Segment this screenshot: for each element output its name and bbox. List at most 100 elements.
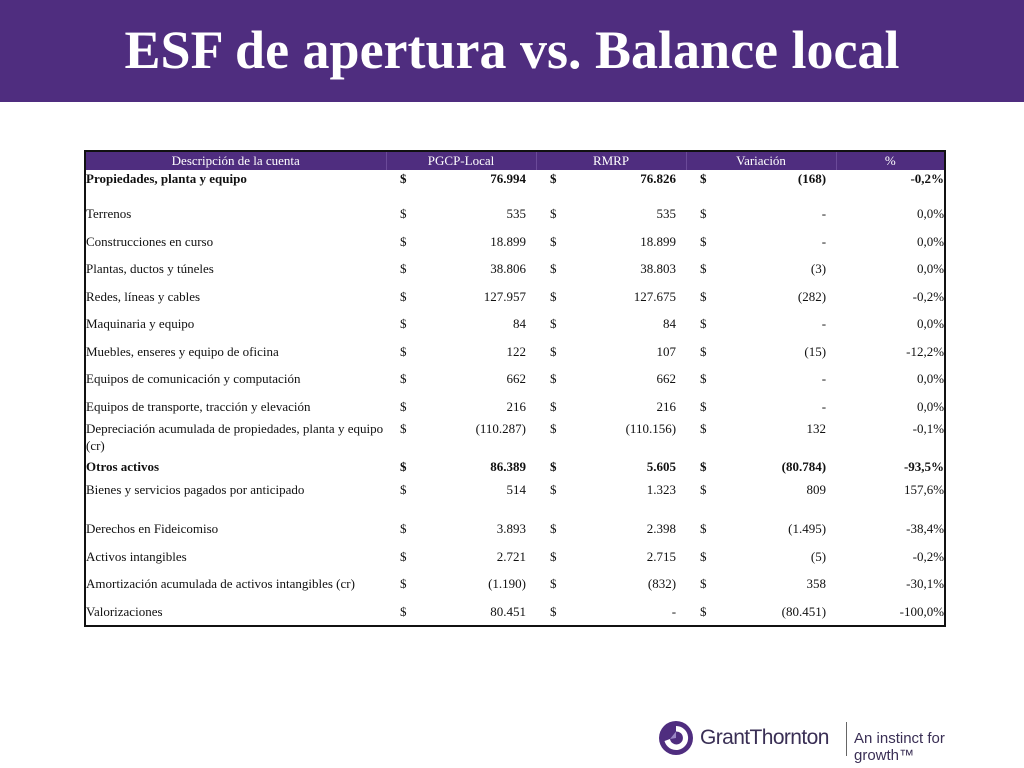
cell-value-rmrp: 38.803	[640, 261, 677, 276]
cell-value-pgcp: 76.994	[490, 171, 527, 186]
cell-description: Construcciones en curso	[86, 233, 214, 249]
cell-value-pgcp: 535	[506, 206, 527, 221]
cell-currency-rmrp: $	[550, 482, 557, 497]
cell-value-rmrp: 127.675	[633, 288, 677, 304]
cell-currency-pgcp: $	[400, 603, 407, 619]
cell-value-variacion: -	[821, 398, 827, 414]
cell-value-pgcp: (110.287)	[475, 421, 527, 436]
cell-value-variacion: -	[821, 233, 827, 249]
cell-description: Terrenos	[86, 206, 132, 221]
table-row: Equipos de comunicación y computación $66…	[86, 365, 944, 393]
table-row: Equipos de transporte, tracción y elevac…	[86, 393, 944, 421]
cell-currency-variacion: $	[700, 421, 707, 436]
cell-currency-rmrp: $	[550, 261, 557, 276]
cell-currency-rmrp: $	[550, 206, 557, 221]
cell-value-pgcp: 38.806	[490, 261, 527, 276]
cell-value-pgcp: 84	[513, 316, 527, 331]
cell-value-variacion: 132	[806, 421, 827, 436]
brand-name: GrantThornton	[700, 726, 829, 749]
cell-value-rmrp: 662	[656, 371, 677, 386]
cell-currency-rmrp: $	[550, 171, 557, 186]
cell-value-pgcp: (1.190)	[488, 576, 527, 591]
cell-description: Equipos de transporte, tracción y elevac…	[86, 398, 311, 414]
cell-percent: -0,2%	[912, 548, 945, 564]
header-variacion: Variación	[686, 152, 837, 170]
cell-currency-rmrp: $	[550, 603, 557, 619]
cell-currency-pgcp: $	[400, 371, 407, 386]
cell-description: Redes, líneas y cables	[86, 288, 201, 304]
brand-tagline: An instinct for growth™	[854, 730, 945, 764]
header-description: Descripción de la cuenta	[86, 152, 387, 170]
cell-currency-pgcp: $	[400, 233, 407, 249]
cell-value-variacion: (5)	[810, 548, 827, 564]
grant-thornton-logo-icon	[659, 721, 693, 755]
cell-percent: -12,2%	[906, 343, 945, 359]
cell-value-variacion: (3)	[810, 261, 827, 276]
cell-percent: -0,1%	[912, 421, 945, 436]
table-row: Bienes y servicios pagados por anticipad…	[86, 481, 944, 515]
cell-description: Maquinaria y equipo	[86, 316, 195, 331]
cell-percent: 0,0%	[916, 371, 945, 386]
slide-title: ESF de apertura vs. Balance local	[124, 20, 900, 80]
table-row: Amortización acumulada de activos intang…	[86, 570, 944, 598]
cell-description: Equipos de comunicación y computación	[86, 371, 301, 386]
cell-currency-rmrp: $	[550, 316, 557, 331]
cell-value-variacion: (1.495)	[788, 521, 827, 536]
cell-description: Otros activos	[86, 459, 160, 474]
cell-percent: -100,0%	[899, 603, 945, 619]
cell-currency-rmrp: $	[550, 548, 557, 564]
cell-description: Activos intangibles	[86, 548, 187, 564]
table-row: Construcciones en curso $18.899 $18.899 $ - 0…	[86, 228, 944, 256]
cell-currency-variacion: $	[700, 316, 707, 331]
cell-value-rmrp: 1.323	[646, 482, 677, 497]
grant-thornton-logo: GrantThornton An instinct for growth™	[656, 716, 996, 764]
cell-currency-pgcp: $	[400, 548, 407, 564]
cell-value-rmrp: 107	[656, 343, 677, 359]
cell-percent: -0,2%	[910, 171, 945, 186]
cell-currency-pgcp: $	[400, 521, 407, 536]
cell-description: Plantas, ductos y túneles	[86, 261, 214, 276]
cell-value-rmrp: 18.899	[640, 233, 677, 249]
cell-value-pgcp: 3.893	[496, 521, 527, 536]
table-row: Derechos en Fideicomiso $3.893 $2.398 $ (1.4…	[86, 515, 944, 543]
cell-value-pgcp: 2.721	[496, 548, 527, 564]
cell-currency-pgcp: $	[400, 459, 407, 474]
cell-currency-variacion: $	[700, 482, 707, 497]
cell-currency-pgcp: $	[400, 343, 407, 359]
table-row: Terrenos $535 $535 $ - 0,0%	[86, 200, 944, 228]
cell-value-pgcp: 216	[506, 398, 527, 414]
cell-value-variacion: -	[821, 206, 827, 221]
cell-value-variacion: -	[821, 316, 827, 331]
cell-currency-rmrp: $	[550, 371, 557, 386]
cell-currency-variacion: $	[700, 233, 707, 249]
cell-description: Derechos en Fideicomiso	[86, 521, 219, 536]
table-row: Otros activos $86.389 $5.605 $ (80.784) -93,5…	[86, 454, 944, 481]
cell-value-variacion: (80.784)	[781, 459, 827, 474]
cell-description: Depreciación acumulada de propiedades, p…	[86, 421, 384, 453]
cell-value-pgcp: 18.899	[490, 233, 527, 249]
cell-currency-variacion: $	[700, 548, 707, 564]
cell-currency-variacion: $	[700, 261, 707, 276]
table-row: Valorizaciones $80.451 $ - $ (80.451) -100,0%	[86, 598, 944, 626]
cell-value-rmrp: (832)	[647, 576, 677, 591]
cell-value-variacion: (15)	[804, 343, 827, 359]
cell-currency-variacion: $	[700, 398, 707, 414]
cell-currency-variacion: $	[700, 521, 707, 536]
cell-value-variacion: 358	[806, 576, 827, 591]
cell-description: Muebles, enseres y equipo de oficina	[86, 343, 279, 359]
cell-value-rmrp: 2.398	[646, 521, 677, 536]
table-row: Maquinaria y equipo $84 $84 $ - 0,0%	[86, 310, 944, 338]
cell-value-pgcp: 127.957	[483, 288, 527, 304]
title-bar: ESF de apertura vs. Balance local	[0, 0, 1024, 102]
cell-value-variacion: 809	[806, 482, 827, 497]
table-row: Depreciación acumulada de propiedades, p…	[86, 420, 944, 454]
table-row: Propiedades, planta y equipo $76.994 $76.8…	[86, 170, 944, 200]
cell-currency-pgcp: $	[400, 316, 407, 331]
balance-table: Descripción de la cuenta PGCP-Local RMRP…	[84, 150, 946, 627]
cell-currency-variacion: $	[700, 371, 707, 386]
cell-percent: -93,5%	[903, 459, 945, 474]
cell-percent: -38,4%	[906, 521, 945, 536]
cell-value-rmrp: -	[671, 603, 677, 619]
cell-currency-pgcp: $	[400, 206, 407, 221]
cell-value-rmrp: 5.605	[646, 459, 677, 474]
